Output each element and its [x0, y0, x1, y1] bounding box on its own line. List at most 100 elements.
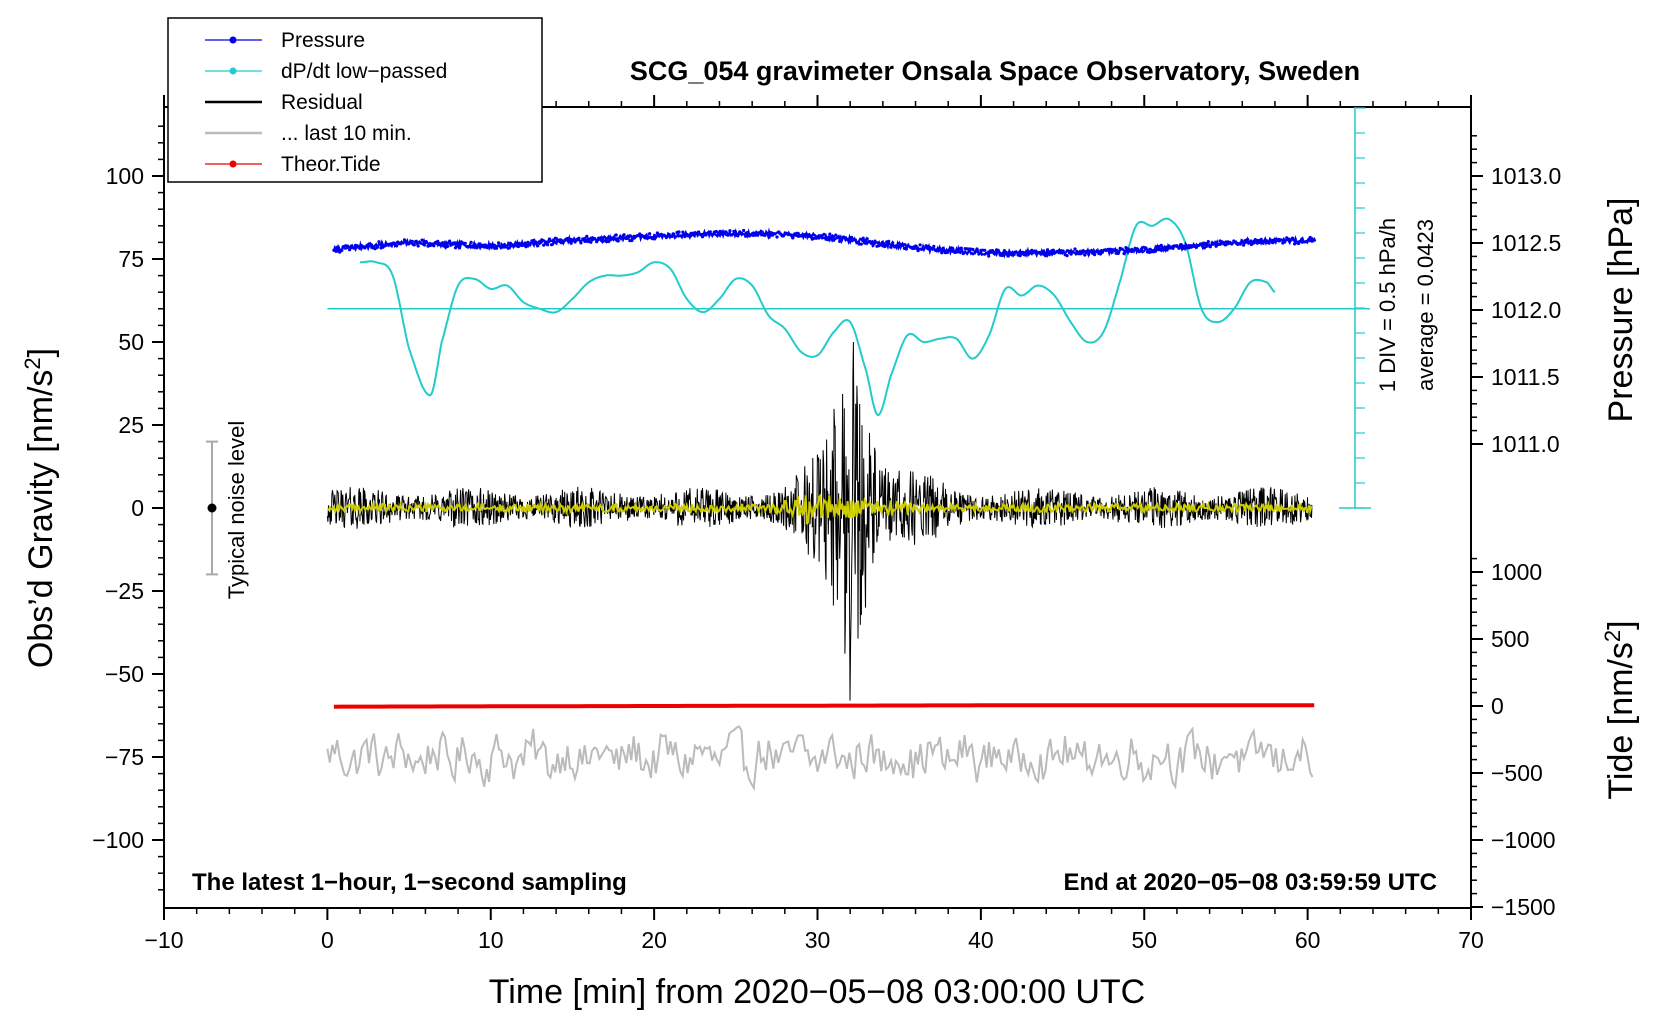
pressure-point: [773, 232, 777, 236]
x-tick-label: 70: [1458, 927, 1484, 953]
pressure-point: [1187, 246, 1191, 250]
pressure-point: [1079, 252, 1083, 256]
x-tick-label: 20: [641, 927, 667, 953]
pressure-point: [826, 238, 830, 242]
pressure-point: [583, 239, 587, 243]
pressure-point: [832, 238, 836, 242]
pressure-point: [1044, 254, 1048, 258]
pressure-point: [612, 237, 616, 241]
pressure-point: [830, 235, 834, 239]
pressure-point: [775, 235, 779, 239]
pressure-point: [1165, 248, 1169, 252]
pressure-point: [489, 243, 493, 247]
pressure-point: [1002, 249, 1007, 253]
pressure-point: [1230, 242, 1234, 246]
pressure-point: [524, 245, 528, 249]
pressure-point: [914, 244, 918, 248]
pressure-point: [346, 244, 350, 248]
tide-tick-label: −1000: [1491, 827, 1556, 853]
x-axis-label: Time [min] from 2020−05−08 03:00:00 UTC: [489, 973, 1145, 1011]
pressure-point: [395, 244, 399, 248]
pressure-point: [736, 234, 740, 238]
pressure-point: [1245, 237, 1250, 241]
pressure-point: [557, 238, 562, 242]
y-tick-label: −25: [105, 578, 144, 604]
pressure-point: [973, 250, 977, 254]
pressure-point: [377, 240, 381, 244]
pressure-point: [526, 240, 530, 244]
pressure-point: [351, 246, 356, 250]
pressure-point: [1257, 240, 1261, 245]
pressure-point: [375, 245, 379, 250]
x-tick-label: 10: [478, 927, 504, 953]
pressure-point: [840, 238, 844, 242]
pressure-point: [1075, 249, 1079, 254]
pressure-point: [918, 243, 922, 247]
pressure-point: [1045, 248, 1050, 252]
pressure-point: [616, 239, 620, 243]
pressure-point: [904, 247, 909, 251]
pressure-point: [469, 240, 473, 244]
pressure-point: [1116, 251, 1120, 256]
pressure-point: [528, 243, 532, 247]
pressure-point: [883, 244, 887, 249]
pressure-point: [730, 233, 734, 237]
pressure-point: [718, 229, 722, 233]
pressure-point: [1085, 249, 1089, 253]
pressure-point: [1012, 252, 1016, 256]
pressure-point: [567, 237, 571, 241]
pressure-point: [1122, 252, 1126, 256]
pressure-point: [340, 248, 344, 252]
pressure-point: [1065, 254, 1069, 258]
pressure-point: [983, 248, 987, 252]
pressure-point: [698, 232, 703, 236]
pressure-point: [540, 238, 544, 242]
pressure-point: [457, 246, 461, 250]
residual-smoothed-line: [327, 493, 1313, 525]
pressure-line: [332, 227, 1317, 259]
pressure-point: [1018, 254, 1022, 258]
pressure-point: [544, 240, 548, 244]
last-10-min-series: [326, 725, 1314, 792]
pressure-point: [473, 242, 477, 247]
legend-swatch-dot: [229, 160, 237, 168]
legend-swatch-dot: [229, 36, 237, 44]
pressure-point: [716, 233, 720, 237]
tide-tick-label: 1000: [1491, 559, 1542, 585]
pressure-point: [1214, 244, 1218, 248]
pressure-point: [1177, 246, 1181, 250]
pressure-point: [1061, 249, 1065, 253]
dpdt-average-label: average = 0.0423: [1413, 219, 1438, 391]
pressure-point: [708, 230, 712, 234]
pressure-point: [1308, 235, 1312, 240]
pressure-point: [1067, 249, 1071, 253]
pressure-point: [847, 240, 852, 244]
pressure-point: [451, 242, 456, 246]
pressure-point: [1279, 238, 1283, 242]
pressure-point: [446, 244, 450, 248]
pressure-point: [1204, 244, 1208, 248]
pressure-point: [1100, 250, 1104, 254]
y-tick-label: −50: [105, 661, 144, 687]
pressure-point: [1312, 238, 1316, 242]
pressure-point: [975, 247, 979, 251]
pressure-point: [1110, 250, 1114, 254]
pressure-point: [916, 249, 920, 253]
pressure-point: [400, 241, 405, 245]
pressure-point: [891, 241, 895, 245]
pressure-point: [955, 249, 959, 253]
pressure-point: [732, 229, 736, 233]
pressure-point: [744, 234, 748, 238]
x-axis-ticks: −10 0 10 20 30 40 50 60 70: [144, 95, 1484, 953]
pressure-point: [822, 232, 826, 236]
legend-label: Residual: [281, 91, 363, 114]
pressure-point: [1206, 240, 1210, 244]
tide-tick-label: −1500: [1491, 894, 1556, 920]
tide-tick-label: −500: [1491, 760, 1543, 786]
pressure-point: [759, 229, 763, 233]
y-axis-left-label: Obs’d Gravity [nm/s2]: [20, 348, 60, 668]
pressure-point: [740, 231, 744, 235]
pressure-point: [1126, 247, 1130, 251]
pressure-point: [887, 239, 891, 243]
pressure-point: [673, 235, 677, 239]
